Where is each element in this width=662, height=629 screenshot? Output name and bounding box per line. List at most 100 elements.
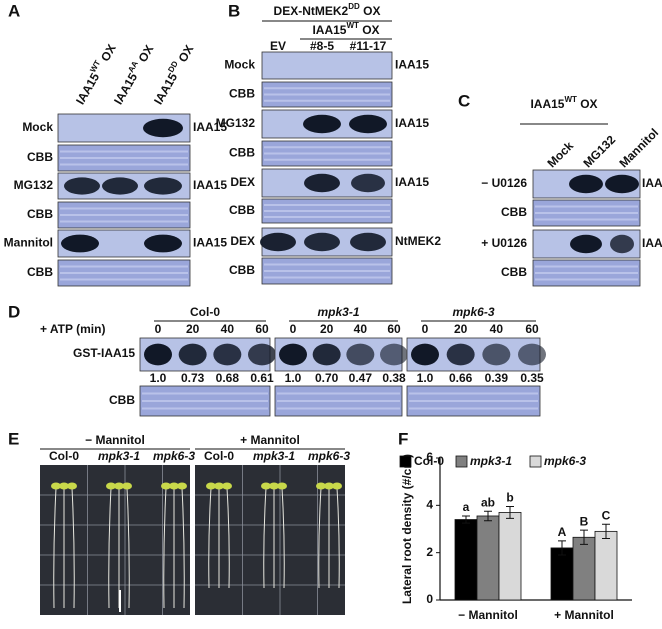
band [411, 343, 439, 366]
column-header: #8-5 [310, 39, 334, 53]
legend-swatch [455, 455, 468, 468]
time-label: 60 [255, 322, 269, 336]
quant-value: 0.35 [520, 371, 544, 385]
band [569, 174, 603, 194]
root [208, 487, 212, 589]
significance-letter: A [558, 525, 567, 539]
bar [550, 547, 574, 601]
text-suffix: OX [360, 4, 381, 18]
time-label: 20 [454, 322, 468, 336]
quant-value: 0.66 [449, 371, 473, 385]
band-label: IAA15 [193, 178, 227, 192]
quant-value: 1.0 [417, 371, 434, 385]
y-tick-label: 0 [426, 592, 433, 606]
band-label: IAA15 [193, 236, 227, 250]
time-label: 40 [354, 322, 368, 336]
band [605, 174, 639, 194]
column-header: MG132 [580, 132, 618, 170]
error-bar [484, 510, 492, 522]
text-base: IAA15 [73, 70, 102, 107]
panel-label: D [8, 302, 20, 321]
band-label: IAA15 [193, 120, 227, 134]
band-label: IAA15 [395, 116, 429, 130]
legend-label: mpk3-1 [470, 454, 512, 468]
column-header: #11-17 [350, 39, 387, 53]
bar [594, 530, 618, 601]
text-sup: WT [564, 95, 577, 104]
significance-letter: b [506, 491, 513, 505]
text-suffix: OX [577, 97, 598, 111]
subheader: IAA15WT OX [312, 21, 379, 37]
row-label: CBB [27, 150, 53, 164]
significance-letter: ab [481, 495, 495, 509]
band [144, 234, 182, 253]
text-sup: WT [346, 21, 359, 30]
band [380, 343, 408, 366]
condition-label: + Mannitol [240, 433, 300, 447]
band-label: IAA15 [642, 236, 662, 250]
text-base: IAA15 [530, 97, 564, 111]
band [144, 343, 172, 366]
column-header: IAA15DD OX [149, 42, 196, 107]
time-label: 60 [525, 322, 539, 336]
band [144, 177, 182, 195]
time-label: 40 [221, 322, 235, 336]
column-header: Mannitol [616, 126, 661, 171]
bar [476, 515, 500, 601]
row-label: CBB [229, 263, 255, 277]
row-label: CBB [229, 87, 255, 101]
column-header: Mock [544, 139, 576, 171]
quant-value: 1.0 [150, 371, 167, 385]
text-suffix: OX [359, 23, 380, 37]
band-label: IAA15 [642, 176, 662, 190]
error-bar [506, 506, 514, 519]
photo [40, 465, 190, 615]
legend-label: Col-0 [414, 454, 444, 468]
root [163, 487, 167, 609]
root [108, 487, 112, 609]
row-label: GST-IAA15 [73, 346, 135, 360]
quant-value: 0.39 [485, 371, 509, 385]
band [349, 114, 387, 134]
y-tick-label: 2 [426, 545, 433, 559]
seedling [169, 482, 179, 490]
header: IAA15WT OX [530, 95, 597, 111]
band [350, 232, 386, 252]
y-tick-label: 4 [426, 498, 433, 512]
time-label: 0 [155, 322, 162, 336]
root [263, 487, 267, 589]
row-label: MG132 [216, 116, 256, 130]
band-label: NtMEK2 [395, 234, 441, 248]
band [213, 343, 242, 366]
time-label: 20 [320, 322, 334, 336]
root [181, 487, 185, 609]
text-base: DEX-NtMEK2 [274, 4, 349, 18]
error-bar [602, 523, 610, 539]
band [61, 234, 99, 253]
band [303, 114, 341, 134]
root [226, 487, 230, 589]
band [178, 343, 207, 366]
error-bar [558, 540, 566, 556]
text-base: IAA15 [111, 70, 140, 107]
row-label: CBB [501, 205, 527, 219]
legend-swatch [399, 455, 412, 468]
band [351, 173, 385, 193]
band [304, 232, 340, 252]
significance-letter: C [602, 508, 611, 522]
x-tick-label: + Mannitol [554, 608, 614, 622]
seedling [51, 482, 61, 490]
time-label: 0 [290, 322, 297, 336]
band [482, 343, 511, 366]
root [318, 487, 322, 589]
header: DEX-NtMEK2DD OX [274, 2, 381, 18]
significance-letter: B [580, 514, 589, 528]
row-label: CBB [229, 146, 255, 160]
panel-label: A [8, 1, 20, 20]
band [279, 343, 307, 366]
seedling [324, 482, 334, 490]
seedling [177, 482, 187, 490]
band [304, 173, 340, 193]
panel-label: E [8, 429, 19, 448]
quant-value: 0.47 [349, 371, 373, 385]
